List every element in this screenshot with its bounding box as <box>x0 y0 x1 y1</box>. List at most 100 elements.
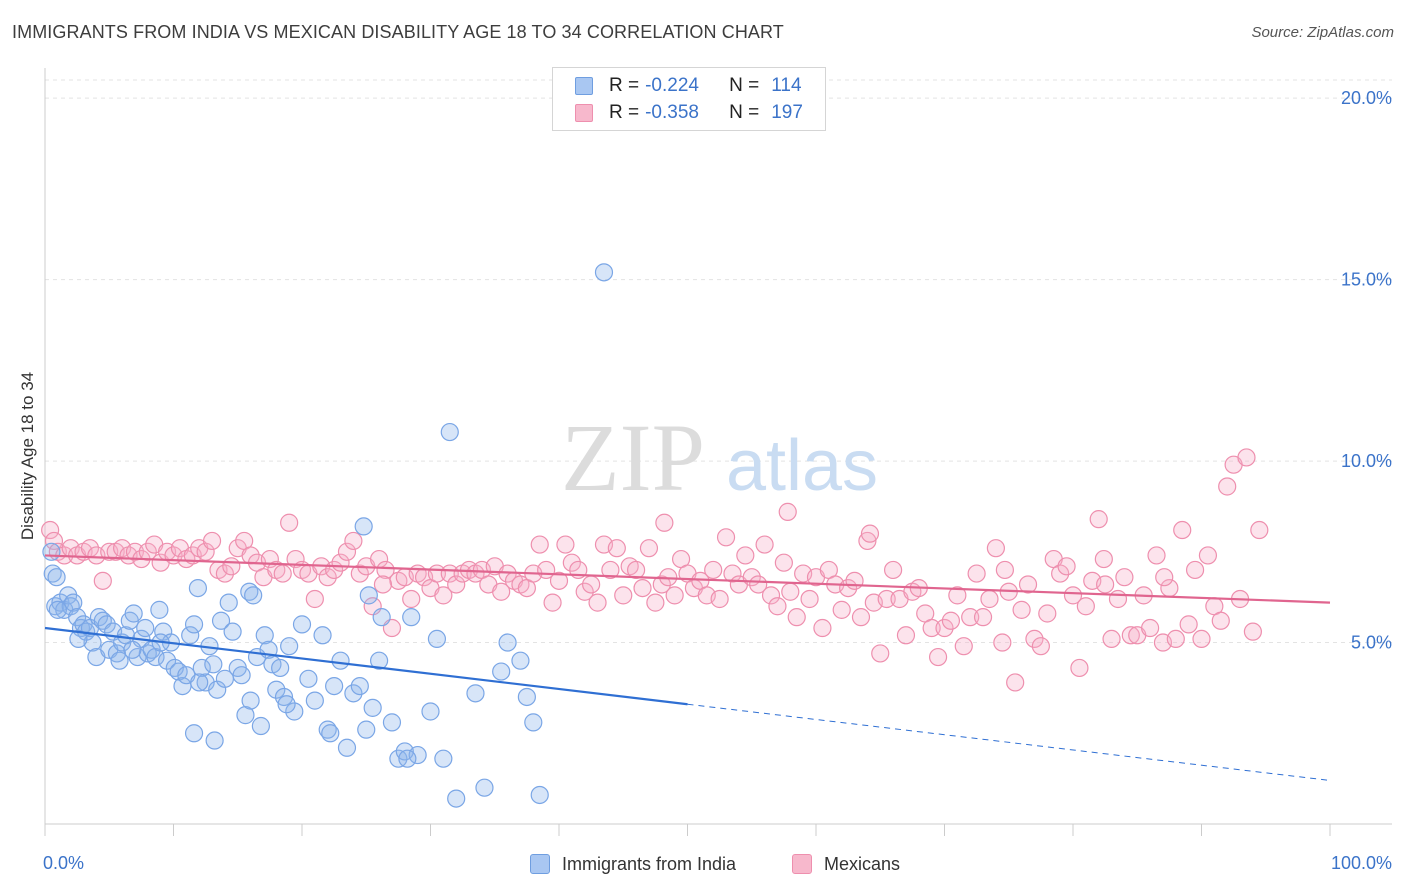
mexicans-point-154 <box>1025 629 1044 649</box>
mexicans-point-132 <box>883 560 903 580</box>
india-point-50 <box>219 593 238 612</box>
mexicans-point-196 <box>373 575 393 594</box>
india-point-86 <box>427 629 447 649</box>
bottom-legend-label-india: Immigrants from India <box>562 853 737 874</box>
mexicans-point-134 <box>896 626 916 645</box>
mexicans-point-172 <box>1140 618 1160 638</box>
series-mexicans-points <box>41 448 1269 692</box>
mexicans-point-143 <box>954 637 973 656</box>
india-point-40 <box>181 626 200 645</box>
mexicans-point-161 <box>1070 658 1089 678</box>
y-tick-label-3: 20.0% <box>1341 88 1392 108</box>
india-point-77 <box>357 720 376 739</box>
india-point-17 <box>97 615 116 634</box>
india-point-95 <box>517 687 536 707</box>
mexicans-point-29 <box>222 557 241 576</box>
mexicans-point-84 <box>575 582 594 601</box>
y-tick-label-1: 10.0% <box>1341 451 1392 471</box>
source-credit: Source: ZipAtlas.com <box>1251 24 1394 41</box>
mexicans-point-38 <box>280 513 299 532</box>
india-point-110 <box>359 586 378 605</box>
mexicans-point-80 <box>549 571 569 590</box>
mexicans-point-128 <box>858 531 877 551</box>
mexicans-trend-line <box>44 554 1331 604</box>
legend-n-label: N = <box>729 102 760 123</box>
india-point-96 <box>524 713 543 732</box>
india-point-66 <box>285 702 304 721</box>
india-trend-extension <box>687 703 1331 781</box>
india-point-100 <box>48 600 67 619</box>
mexicans-point-62 <box>434 586 453 605</box>
india-point-59 <box>255 626 274 645</box>
mexicans-point-164 <box>1089 510 1108 529</box>
mexicans-point-192 <box>1094 549 1113 569</box>
india-point-62 <box>267 680 286 699</box>
bottom-legend-label-mexicans: Mexicans <box>824 853 901 874</box>
india-point-79 <box>370 651 389 670</box>
mexicans-point-104 <box>704 560 723 580</box>
mexicans-point-193 <box>995 560 1014 580</box>
watermark-atlas: atlas <box>726 426 878 506</box>
india-point-111 <box>372 608 391 627</box>
india-point-108 <box>321 724 340 743</box>
trend-lines <box>44 554 1331 781</box>
india-point-89 <box>447 789 466 808</box>
india-point-42 <box>188 578 208 598</box>
bottom-legend-swatch-india <box>530 854 550 874</box>
india-point-63 <box>271 658 290 678</box>
mexicans-point-169 <box>1121 626 1140 645</box>
mexicans-point-28 <box>215 564 234 583</box>
mexicans-point-0 <box>41 520 60 540</box>
mexicans-point-89 <box>607 539 626 558</box>
bottom-legend-swatch-mexicans <box>792 854 812 874</box>
mexicans-point-149 <box>993 633 1012 652</box>
bottom-legend-india: Immigrants from India <box>530 852 736 876</box>
india-point-109 <box>354 517 373 536</box>
mexicans-point-160 <box>1063 586 1083 605</box>
legend-r-label: R = <box>609 102 640 123</box>
mexicans-point-145 <box>967 564 986 583</box>
mexicans-point-126 <box>845 571 864 590</box>
mexicans-point-82 <box>562 553 581 572</box>
mexicans-point-95 <box>646 593 665 612</box>
india-point-48 <box>211 611 231 630</box>
watermark: ZIP atlas <box>561 404 878 511</box>
india-point-32 <box>150 600 169 619</box>
mexicans-point-42 <box>305 589 324 609</box>
mexicans-point-179 <box>1185 560 1205 580</box>
india-point-73 <box>331 651 350 670</box>
mexicans-point-88 <box>601 560 620 580</box>
india-point-106 <box>241 691 260 710</box>
india-point-99 <box>47 568 66 587</box>
mexicans-point-96 <box>652 575 671 594</box>
india-point-7 <box>64 593 83 612</box>
mexicans-point-93 <box>633 578 652 598</box>
india-point-74 <box>337 738 357 757</box>
legend-row-india: R = -0.224 N = 114 <box>575 73 802 99</box>
watermark-zip: ZIP <box>561 404 705 511</box>
india-point-0 <box>42 542 61 561</box>
mexicans-point-116 <box>781 582 800 601</box>
mexicans-point-195 <box>655 513 674 532</box>
mexicans-point-187 <box>1237 448 1256 467</box>
mexicans-point-127 <box>851 608 871 627</box>
india-point-93 <box>498 633 517 652</box>
mexicans-point-183 <box>1211 611 1230 630</box>
mexicans-point-148 <box>986 539 1006 558</box>
mexicans-point-141 <box>941 611 961 630</box>
mexicans-point-49 <box>350 564 369 583</box>
mexicans-point-180 <box>1192 629 1211 649</box>
mexicans-point-130 <box>871 644 890 663</box>
india-point-67 <box>292 615 312 634</box>
mexicans-point-112 <box>755 535 774 554</box>
india-point-20 <box>107 644 127 663</box>
mexicans-point-159 <box>1057 557 1076 576</box>
india-point-64 <box>274 687 294 707</box>
chart-title: IMMIGRANTS FROM INDIA VS MEXICAN DISABIL… <box>12 22 784 42</box>
series-india-points <box>42 263 614 808</box>
legend-swatch-mexicans <box>575 104 593 122</box>
legend-row-mexicans: R = -0.358 N = 197 <box>575 100 803 126</box>
india-point-65 <box>280 637 299 656</box>
mexicans-point-37 <box>273 564 292 583</box>
legend-r-label: R = <box>609 75 640 96</box>
